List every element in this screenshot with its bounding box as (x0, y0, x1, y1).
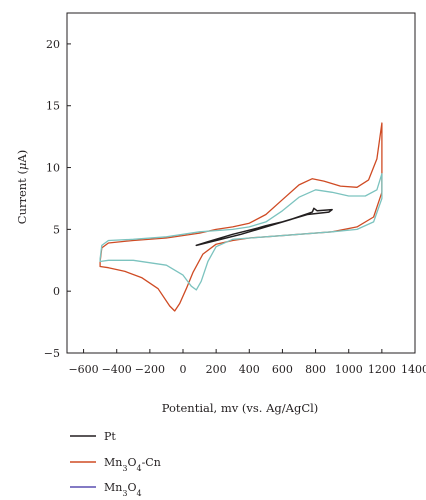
x-tick-label: 400 (239, 363, 260, 376)
x-tick-label: −200 (135, 363, 165, 376)
x-tick-label: 800 (305, 363, 326, 376)
x-axis-label: Potential, mv (vs. Ag/AgCl) (162, 401, 319, 415)
series-line-2 (99, 122, 383, 312)
legend-label-3: Mn3O4 (104, 481, 142, 498)
series-line-3 (99, 173, 383, 291)
series-line-1 (195, 207, 333, 247)
legend-label-1: Pt (104, 430, 116, 443)
y-tick-label: 15 (46, 100, 60, 113)
y-tick-label: −5 (44, 347, 60, 360)
x-tick-label: 600 (272, 363, 293, 376)
x-tick-label: 1000 (335, 363, 363, 376)
plot-group: −600 −400 −200 0 200 400 600 800 1000 1200 1400 −5 0… (44, 12, 426, 376)
plot-frame (66, 12, 416, 354)
x-tick-label: −600 (68, 363, 98, 376)
y-axis-label: Current (μA) (15, 150, 29, 224)
x-tick-label: 1200 (368, 363, 396, 376)
legend-label-2: Mn3O4-Cn (104, 456, 161, 473)
legend: Pt Mn3O4-Cn Mn3O4 (70, 430, 161, 498)
y-tick-label: 20 (46, 38, 60, 51)
x-tick-label: −400 (102, 363, 132, 376)
x-tick-label: 200 (206, 363, 227, 376)
y-tick-label: 5 (53, 223, 60, 236)
y-tick-label: 0 (53, 285, 60, 298)
y-tick-label: 10 (46, 162, 60, 175)
x-tick-label: 1400 (401, 363, 426, 376)
x-tick-label: 0 (180, 363, 187, 376)
